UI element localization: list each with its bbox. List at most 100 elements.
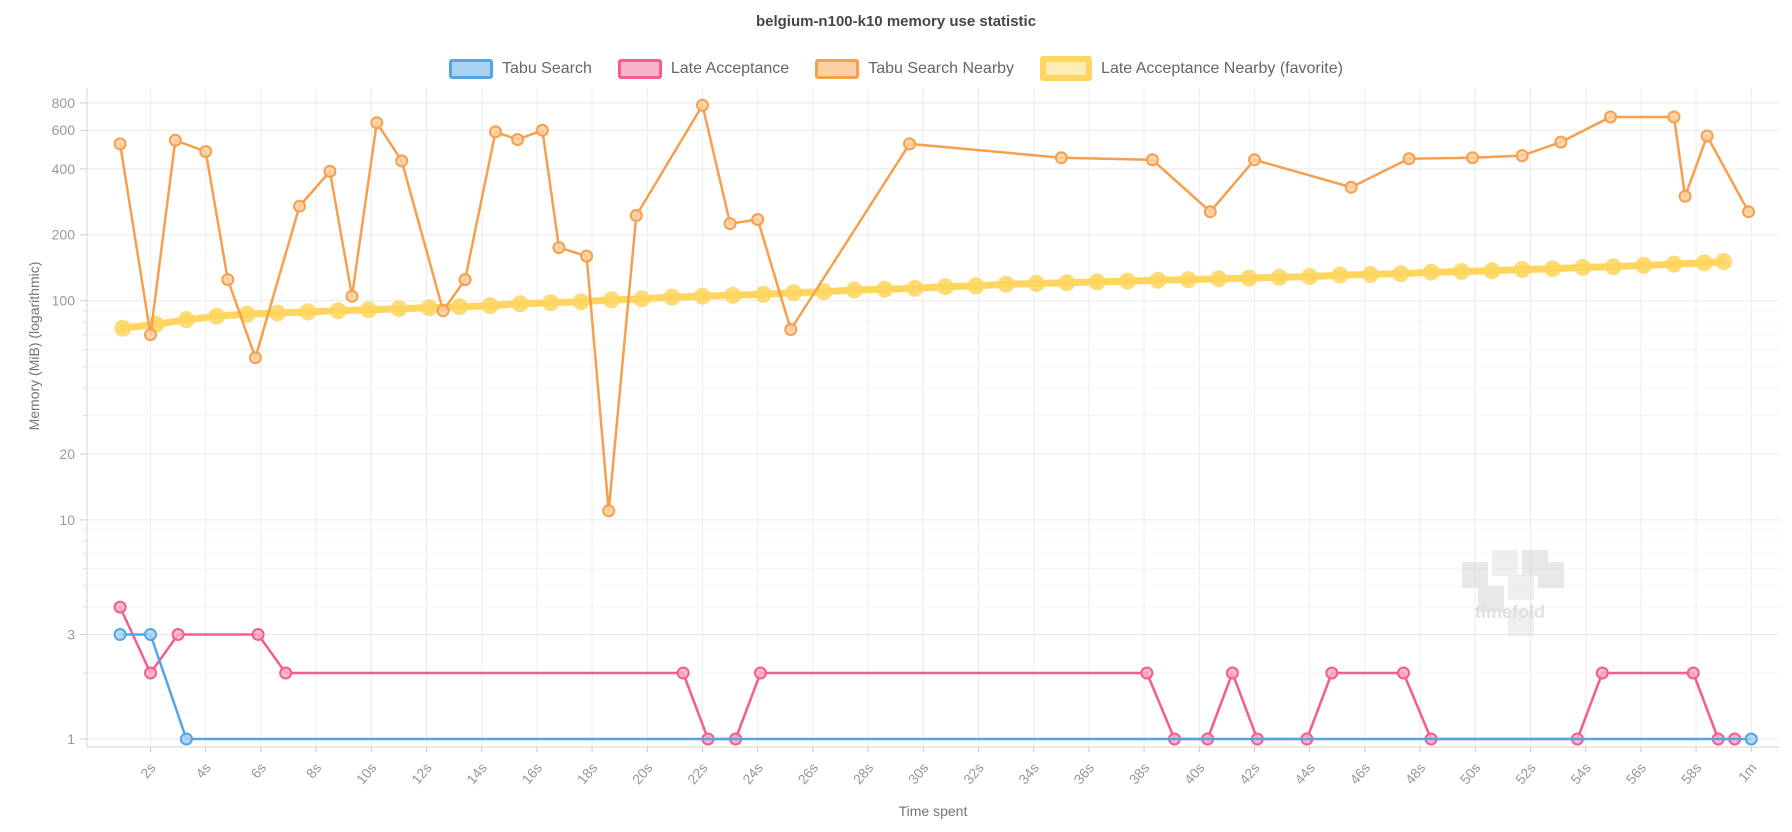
data-point[interactable] [481, 297, 499, 315]
data-point[interactable] [113, 137, 127, 151]
legend-item-tabu-search[interactable]: Tabu Search [449, 58, 592, 79]
legend-item-late-acceptance-nearby-favorite[interactable]: Late Acceptance Nearby (favorite) [1040, 56, 1343, 81]
data-point[interactable] [845, 281, 863, 299]
data-point[interactable] [390, 300, 408, 318]
legend-item-late-acceptance[interactable]: Late Acceptance [617, 58, 789, 79]
data-point[interactable] [696, 98, 709, 112]
data-point[interactable] [1058, 274, 1076, 292]
data-point[interactable] [1466, 151, 1479, 165]
data-point[interactable] [1119, 272, 1136, 290]
data-point[interactable] [1604, 110, 1617, 124]
data-point[interactable] [552, 241, 566, 255]
data-point[interactable] [1678, 189, 1692, 203]
data-point[interactable] [1453, 263, 1470, 280]
data-point[interactable] [1361, 265, 1379, 283]
data-point[interactable] [815, 283, 833, 301]
data-point[interactable] [1149, 271, 1167, 289]
data-point[interactable] [785, 284, 803, 302]
data-point[interactable] [113, 600, 127, 614]
data-point[interactable] [1325, 666, 1339, 680]
data-point[interactable] [1210, 270, 1228, 288]
data-point[interactable] [1270, 268, 1288, 286]
series-late-acceptance-nearby-favorite[interactable] [114, 253, 1733, 337]
data-point[interactable] [1554, 135, 1568, 149]
data-point[interactable] [1513, 261, 1531, 278]
data-point[interactable] [451, 298, 469, 316]
data-point[interactable] [1744, 732, 1758, 746]
data-point[interactable] [279, 666, 293, 680]
data-point[interactable] [248, 351, 262, 365]
data-point[interactable] [1667, 110, 1681, 124]
data-point[interactable] [1544, 260, 1562, 278]
data-point[interactable] [1054, 151, 1068, 165]
data-point[interactable] [179, 732, 193, 746]
data-point[interactable] [251, 628, 265, 641]
data-point[interactable] [1402, 152, 1416, 166]
data-point[interactable] [370, 116, 384, 130]
data-point[interactable] [629, 209, 643, 222]
data-point[interactable] [1515, 149, 1529, 163]
data-point[interactable] [144, 328, 157, 342]
data-point[interactable] [1225, 666, 1239, 680]
data-point[interactable] [1695, 254, 1713, 272]
data-point[interactable] [144, 666, 157, 680]
data-point[interactable] [436, 304, 450, 318]
data-point[interactable] [458, 273, 472, 287]
data-point[interactable] [1742, 205, 1755, 219]
data-point[interactable] [395, 154, 409, 168]
series-tabu-search-nearby[interactable] [113, 98, 1755, 518]
data-point[interactable] [1715, 253, 1733, 271]
data-point[interactable] [751, 213, 765, 226]
data-point[interactable] [1574, 258, 1592, 276]
data-point[interactable] [535, 123, 549, 137]
data-point[interactable] [489, 125, 502, 139]
data-point[interactable] [633, 290, 651, 308]
data-point[interactable] [1179, 271, 1197, 289]
data-point[interactable] [1088, 273, 1106, 291]
data-point[interactable] [754, 666, 767, 680]
data-point[interactable] [1331, 266, 1349, 284]
data-point[interactable] [1665, 255, 1683, 273]
data-point[interactable] [114, 319, 132, 337]
data-point[interactable] [903, 137, 916, 151]
data-point[interactable] [1392, 265, 1410, 283]
data-point[interactable] [511, 133, 525, 146]
data-point[interactable] [580, 249, 594, 263]
data-point[interactable] [724, 286, 742, 304]
data-point[interactable] [1203, 205, 1217, 219]
data-point[interactable] [199, 145, 213, 158]
data-point[interactable] [299, 303, 317, 321]
data-point[interactable] [542, 294, 560, 312]
data-point[interactable] [293, 199, 306, 213]
data-point[interactable] [238, 305, 256, 323]
data-point[interactable] [694, 287, 711, 305]
data-point[interactable] [1483, 262, 1501, 280]
data-point[interactable] [1700, 129, 1714, 143]
data-point[interactable] [1635, 256, 1653, 274]
data-point[interactable] [1397, 666, 1410, 680]
data-point[interactable] [876, 280, 894, 298]
data-point[interactable] [1248, 153, 1261, 167]
data-point[interactable] [1140, 666, 1154, 680]
data-point[interactable] [1301, 268, 1319, 286]
data-point[interactable] [329, 302, 347, 320]
data-point[interactable] [967, 277, 985, 295]
data-point[interactable] [1028, 275, 1045, 292]
data-point[interactable] [511, 295, 529, 313]
data-point[interactable] [602, 504, 616, 518]
data-point[interactable] [572, 293, 590, 311]
data-point[interactable] [784, 323, 798, 336]
data-point[interactable] [420, 299, 438, 317]
series-tabu-search[interactable] [113, 628, 1758, 746]
data-point[interactable] [1604, 258, 1622, 276]
data-point[interactable] [1595, 666, 1609, 680]
legend-item-tabu-search-nearby[interactable]: Tabu Search Nearby [815, 58, 1014, 79]
data-point[interactable] [171, 628, 185, 641]
data-point[interactable] [144, 628, 157, 641]
data-point[interactable] [676, 666, 690, 680]
data-point[interactable] [323, 164, 337, 178]
data-point[interactable] [208, 307, 226, 325]
data-point[interactable] [168, 133, 182, 147]
data-point[interactable] [360, 301, 377, 319]
